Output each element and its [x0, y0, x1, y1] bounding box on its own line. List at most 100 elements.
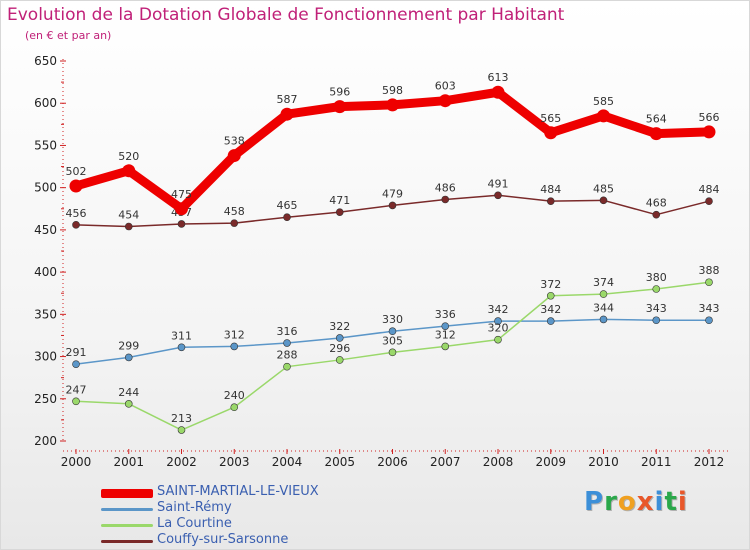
data-point-la-courtine: [441, 342, 450, 351]
data-label-saint-martial-le-vieux: 502: [66, 165, 87, 178]
y-tick-label: 500: [34, 181, 57, 195]
data-point-couffy-sur-sarsonne: [335, 208, 344, 216]
data-label-la-courtine: 288: [277, 349, 298, 362]
data-label-saint-remy: 342: [488, 303, 509, 316]
y-tick-label: 650: [34, 54, 57, 68]
data-point-saint-remy: [441, 322, 450, 330]
data-point-saint-martial-le-vieux: [649, 127, 663, 141]
legend-label: Couffy-sur-Sarsonne: [157, 532, 289, 547]
data-point-la-courtine: [230, 403, 239, 412]
data-point-la-courtine: [335, 356, 344, 364]
chart-subtitle: (en € et par an): [25, 29, 112, 42]
data-label-saint-remy: 312: [224, 328, 245, 341]
data-label-saint-remy: 330: [382, 313, 403, 326]
data-label-saint-martial-le-vieux: 613: [488, 71, 509, 84]
data-label-la-courtine: 312: [435, 328, 456, 341]
data-point-saint-remy: [124, 353, 133, 362]
data-label-saint-martial-le-vieux: 585: [593, 95, 614, 108]
x-tick-label: 2003: [219, 455, 250, 469]
proxiti-logo: Proxiti: [584, 487, 688, 517]
data-point-couffy-sur-sarsonne: [599, 196, 608, 205]
data-label-saint-martial-le-vieux: 596: [329, 86, 350, 99]
y-tick-label: 200: [34, 434, 57, 448]
data-point-saint-martial-le-vieux: [386, 98, 399, 112]
legend-swatch: [101, 507, 153, 511]
data-label-couffy-sur-sarsonne: 456: [66, 207, 87, 220]
data-point-la-courtine: [72, 397, 80, 406]
data-label-la-courtine: 374: [593, 276, 614, 289]
x-tick-label: 2012: [694, 455, 725, 469]
data-point-la-courtine: [177, 426, 186, 434]
data-point-couffy-sur-sarsonne: [705, 197, 713, 205]
data-point-saint-martial-le-vieux: [597, 109, 610, 123]
x-tick-label: 2008: [483, 455, 514, 469]
data-point-couffy-sur-sarsonne: [124, 222, 133, 231]
legend-swatch: [101, 488, 153, 498]
data-label-couffy-sur-sarsonne: 484: [540, 183, 561, 196]
data-label-couffy-sur-sarsonne: 484: [699, 183, 720, 196]
y-tick-label: 450: [34, 223, 57, 237]
x-tick-label: 2009: [535, 455, 566, 469]
data-point-couffy-sur-sarsonne: [230, 219, 239, 227]
data-point-saint-martial-le-vieux: [227, 149, 241, 163]
data-label-saint-martial-le-vieux: 603: [435, 80, 456, 93]
data-point-saint-martial-le-vieux: [280, 107, 294, 121]
data-label-saint-remy: 342: [540, 303, 561, 316]
data-point-saint-martial-le-vieux: [175, 202, 188, 216]
data-label-saint-remy: 322: [329, 320, 350, 333]
data-point-saint-remy: [72, 360, 80, 368]
data-point-saint-martial-le-vieux: [491, 85, 505, 99]
data-label-saint-martial-le-vieux: 587: [277, 93, 298, 106]
data-point-saint-martial-le-vieux: [702, 125, 716, 139]
data-point-saint-remy: [546, 317, 555, 325]
data-point-la-courtine: [124, 400, 133, 408]
y-tick-label: 550: [34, 138, 57, 152]
x-tick-label: 2004: [272, 455, 303, 469]
legend-label: Saint-Rémy: [157, 500, 232, 515]
data-label-la-courtine: 380: [646, 271, 667, 284]
data-label-saint-martial-le-vieux: 565: [540, 112, 561, 125]
data-label-saint-remy: 299: [118, 339, 139, 352]
data-point-couffy-sur-sarsonne: [283, 213, 291, 222]
data-point-couffy-sur-sarsonne: [72, 221, 80, 229]
chart-title: Evolution de la Dotation Globale de Fonc…: [7, 5, 565, 25]
data-point-la-courtine: [283, 362, 291, 371]
legend-swatch: [101, 539, 153, 543]
y-tick-label: 250: [34, 392, 57, 406]
data-point-saint-remy: [705, 316, 713, 325]
data-point-saint-remy: [388, 327, 397, 336]
data-point-la-courtine: [546, 291, 555, 300]
data-point-saint-remy: [335, 334, 344, 342]
data-label-couffy-sur-sarsonne: 485: [593, 182, 614, 195]
data-point-saint-remy: [494, 317, 502, 325]
data-label-la-courtine: 388: [699, 264, 720, 277]
data-label-saint-remy: 343: [646, 302, 667, 315]
data-point-saint-remy: [599, 315, 608, 324]
data-label-saint-remy: 291: [66, 346, 87, 359]
data-label-couffy-sur-sarsonne: 458: [224, 205, 245, 218]
data-label-saint-remy: 344: [593, 301, 614, 314]
data-point-la-courtine: [599, 290, 608, 298]
x-tick-label: 2002: [166, 455, 197, 469]
data-label-couffy-sur-sarsonne: 465: [277, 199, 298, 212]
data-label-couffy-sur-sarsonne: 479: [382, 187, 403, 200]
x-tick-label: 2006: [377, 455, 408, 469]
data-point-saint-martial-le-vieux: [333, 100, 347, 114]
data-point-saint-martial-le-vieux: [438, 94, 452, 108]
data-label-la-courtine: 240: [224, 389, 245, 402]
y-tick-label: 600: [34, 96, 57, 110]
data-label-la-courtine: 372: [540, 278, 561, 291]
data-point-couffy-sur-sarsonne: [177, 220, 186, 228]
legend-swatch: [101, 523, 153, 527]
data-point-la-courtine: [388, 348, 397, 357]
data-point-saint-remy: [177, 343, 186, 352]
x-tick-label: 2007: [430, 455, 461, 469]
data-point-couffy-sur-sarsonne: [494, 191, 502, 200]
data-label-couffy-sur-sarsonne: 486: [435, 181, 456, 194]
data-point-saint-remy: [652, 316, 661, 325]
legend-label: SAINT-MARTIAL-LE-VIEUX: [157, 484, 319, 499]
y-tick-label: 400: [34, 265, 57, 279]
data-label-saint-martial-le-vieux: 566: [699, 111, 720, 124]
data-label-couffy-sur-sarsonne: 491: [488, 177, 509, 190]
